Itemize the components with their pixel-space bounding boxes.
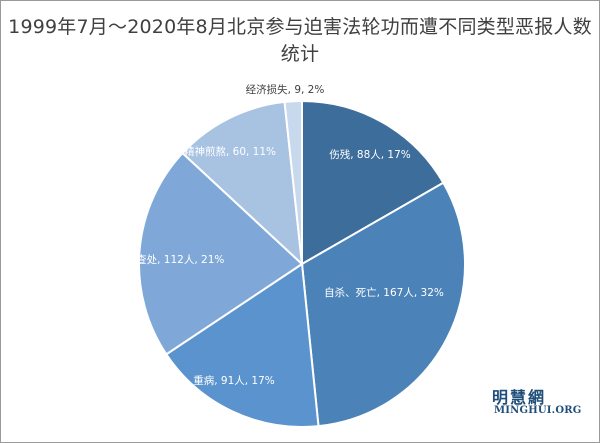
slice-label-3: 被查处, 112人, 21% [126, 253, 225, 266]
slice-label-0: 伤残, 88人, 17% [329, 148, 411, 161]
slice-label-5: 经济损失, 9, 2% [246, 83, 325, 96]
pie-slice-3 [138, 151, 304, 356]
pie-slice-2 [164, 262, 320, 428]
watermark-logo-cn: 明慧網 [492, 388, 547, 407]
chart-title: 1999年7月～2020年8月北京参与迫害法轮功而遭不同类型恶报人数统计 [8, 16, 592, 65]
pie-slice-4 [181, 100, 304, 267]
pie-slice-5 [283, 99, 303, 265]
pie-slice-0 [301, 99, 445, 266]
slice-label-4: 精神煎熬, 60, 11% [184, 145, 276, 158]
slice-label-2: 重病, 91人, 17% [193, 374, 275, 387]
pie-slice-1 [300, 181, 466, 428]
watermark-logo-en: MINGHUI.ORG [494, 405, 582, 416]
slice-label-1: 自杀、死亡, 167人, 32% [324, 286, 444, 299]
